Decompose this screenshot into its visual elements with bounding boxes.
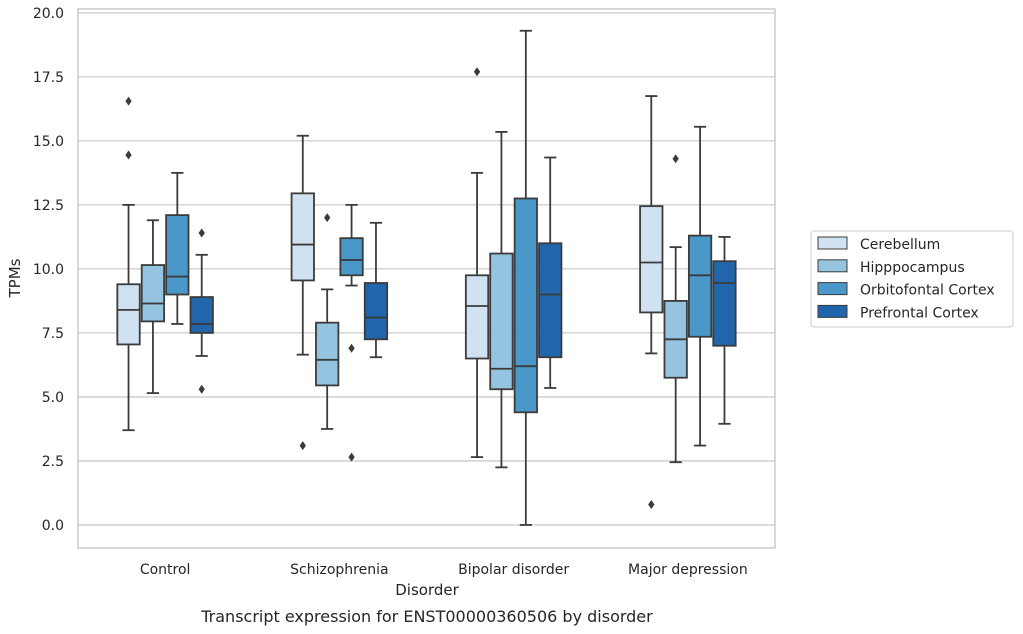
box-orbitofontal-cortex-control: [165, 171, 190, 325]
legend-frame: [810, 230, 1014, 328]
iqr-box: [712, 260, 737, 347]
y-tick-label: 0.0: [42, 518, 64, 534]
chart-caption: Transcript expression for ENST0000036050…: [200, 607, 653, 626]
legend-item-hipppocampus: Hipppocampus: [817, 259, 965, 276]
outlier-point: [348, 452, 355, 462]
y-axis-label: TPMs: [6, 258, 24, 298]
outlier-point: [299, 441, 306, 451]
box-series: [116, 29, 737, 526]
iqr-box: [189, 296, 214, 334]
box-orbitofontal-cortex-bipolar-disorder: [513, 29, 538, 526]
x-tick-label-major-depression: Major depression: [628, 562, 748, 578]
y-tick-labels: 0.0 2.5 5.0 7.5 10.0 12.5 15.0 17.5 20.0: [33, 6, 64, 534]
y-tick-label: 12.5: [33, 198, 64, 214]
outlier-point: [125, 96, 132, 106]
box-hipppocampus-schizophrenia: [315, 213, 340, 430]
legend: Cerebellum Hipppocampus Orbitofontal Corte…: [810, 230, 1014, 328]
box-prefrontal-cortex-bipolar-disorder: [538, 156, 563, 389]
box-cerebellum-control: [116, 96, 141, 432]
outlier-point: [125, 150, 132, 160]
box-orbitofontal-cortex-schizophrenia: [339, 203, 364, 462]
iqr-box: [339, 237, 364, 277]
legend-swatch: [817, 304, 848, 318]
iqr-box: [315, 321, 340, 387]
legend-item-prefrontal-cortex: Prefrontal Cortex: [817, 304, 979, 321]
y-tick-label: 2.5: [42, 454, 64, 470]
iqr-box: [489, 252, 514, 391]
box-hipppocampus-major-depression: [663, 154, 688, 464]
iqr-box: [639, 205, 664, 314]
series-prefrontal-cortex: [189, 156, 737, 425]
legend-swatch: [817, 236, 848, 250]
legend-label: Orbitofontal Cortex: [860, 283, 995, 299]
series-cerebellum: [116, 67, 664, 509]
box-hipppocampus-control: [140, 219, 166, 394]
outlier-point: [672, 154, 679, 164]
iqr-box: [363, 282, 389, 341]
x-tick-label-schizophrenia: Schizophrenia: [290, 562, 388, 578]
legend-item-orbitofontal-cortex: Orbitofontal Cortex: [817, 282, 995, 299]
y-tick-label: 15.0: [33, 134, 64, 150]
box-hipppocampus-bipolar-disorder: [489, 131, 514, 469]
x-tick-label-bipolar-disorder: Bipolar disorder: [458, 562, 569, 578]
iqr-box: [116, 283, 141, 346]
box-prefrontal-cortex-control: [189, 228, 214, 394]
legend-label: Prefrontal Cortex: [860, 305, 979, 321]
box-orbitofontal-cortex-major-depression: [687, 125, 713, 447]
iqr-box: [140, 264, 166, 323]
iqr-box: [165, 214, 190, 296]
iqr-box: [290, 192, 315, 282]
outlier-point: [648, 499, 655, 509]
y-tick-label: 10.0: [33, 262, 64, 278]
iqr-box: [687, 234, 713, 338]
series-hipppocampus: [140, 131, 688, 469]
y-tick-label: 20.0: [33, 6, 64, 22]
legend-swatch: [817, 259, 848, 273]
x-axis-label: Disorder: [395, 581, 459, 599]
y-tick-label: 17.5: [33, 70, 64, 86]
outlier-point: [348, 343, 355, 353]
box-prefrontal-cortex-major-depression: [712, 235, 737, 425]
legend-swatch: [817, 282, 848, 296]
iqr-box: [513, 197, 538, 414]
box-cerebellum-schizophrenia: [290, 134, 315, 451]
series-orbitofontal-cortex: [165, 29, 713, 526]
iqr-box: [538, 242, 563, 359]
y-tick-label: 5.0: [42, 390, 64, 406]
y-tick-label: 7.5: [42, 326, 64, 342]
box-cerebellum-major-depression: [639, 95, 664, 509]
plot-frame: [77, 8, 776, 549]
x-tick-labels: Control Schizophrenia Bipolar disorder Majo…: [140, 562, 748, 578]
x-tick-label-control: Control: [140, 562, 191, 578]
outlier-point: [324, 213, 331, 223]
box-prefrontal-cortex-schizophrenia: [363, 221, 389, 359]
iqr-box: [464, 274, 490, 360]
legend-item-cerebellum: Cerebellum: [817, 236, 940, 253]
outlier-point: [473, 67, 481, 77]
legend-label: Hipppocampus: [860, 260, 965, 276]
box-cerebellum-bipolar-disorder: [464, 67, 490, 458]
outlier-point: [198, 384, 205, 394]
legend-label: Cerebellum: [860, 237, 940, 253]
outlier-point: [198, 228, 205, 238]
